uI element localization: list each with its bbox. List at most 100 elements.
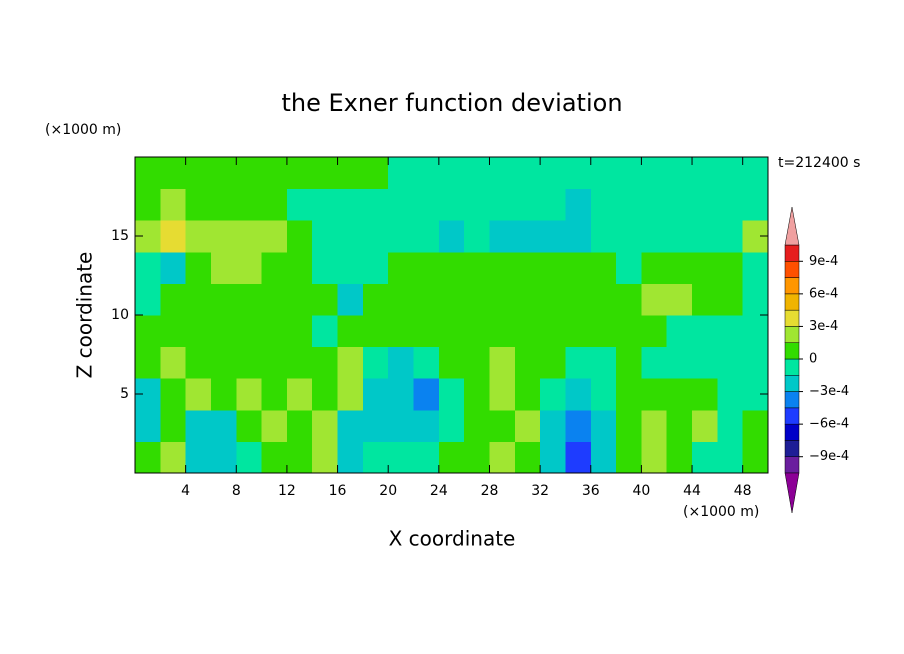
field-cell	[337, 378, 364, 411]
field-cell	[261, 251, 288, 284]
field-cell	[438, 251, 465, 284]
field-cell	[388, 409, 415, 442]
field-cell	[185, 315, 212, 348]
field-cell	[666, 188, 693, 221]
field-cell	[160, 220, 187, 253]
field-cell	[717, 251, 744, 284]
field-cell	[692, 346, 718, 379]
field-cell	[160, 251, 187, 284]
field-cell	[742, 157, 769, 190]
field-cell	[616, 220, 642, 253]
colorbar-band	[784, 423, 800, 441]
field-cell	[413, 441, 440, 474]
field-cell	[464, 251, 490, 284]
field-cell	[514, 188, 541, 221]
colorbar-band	[784, 277, 800, 295]
field-cell	[388, 283, 415, 316]
field-cell	[210, 315, 237, 348]
field-cell	[540, 283, 566, 316]
field-cell	[692, 283, 718, 316]
field-cell	[666, 220, 693, 253]
field-cell	[717, 378, 744, 411]
field-cell	[565, 378, 592, 411]
field-cell	[236, 283, 263, 316]
chart-title: the Exner function deviation	[281, 89, 622, 117]
field-cell	[312, 283, 339, 316]
field-cell	[236, 346, 263, 379]
field-cell	[210, 188, 237, 221]
field-cell	[692, 251, 718, 284]
field-cell	[590, 251, 617, 284]
field-cell	[464, 409, 490, 442]
field-cell	[616, 378, 642, 411]
x-tick-label: 40	[632, 483, 650, 499]
field-cell	[413, 157, 440, 190]
x-tick-label: 28	[481, 483, 499, 499]
colorbar-band	[784, 407, 800, 425]
field-cell	[438, 441, 465, 474]
field-cell	[742, 346, 769, 379]
field-cell	[160, 346, 187, 379]
field-cell	[590, 346, 617, 379]
field-cell	[261, 346, 288, 379]
field-cell	[717, 441, 744, 474]
field-cell	[641, 409, 668, 442]
field-cell	[438, 220, 465, 253]
field-cell	[641, 220, 668, 253]
field-cell	[540, 315, 566, 348]
field-cell	[135, 441, 161, 474]
colorbar-extend-low	[784, 472, 800, 514]
field-cell	[388, 346, 415, 379]
field-cell	[337, 188, 364, 221]
field-cell	[641, 283, 668, 316]
field-cell	[438, 188, 465, 221]
x-tick-label: 48	[734, 483, 752, 499]
field-cell	[616, 441, 642, 474]
colorbar-tick-label: −3e-4	[809, 384, 849, 399]
field-cell	[312, 378, 339, 411]
field-cell	[565, 346, 592, 379]
field-cell	[464, 378, 490, 411]
field-cell	[337, 157, 364, 190]
field-cell	[388, 378, 415, 411]
field-cell	[135, 251, 161, 284]
field-cell	[666, 283, 693, 316]
field-cell	[286, 315, 313, 348]
field-cell	[565, 188, 592, 221]
field-cell	[185, 409, 212, 442]
field-cell	[464, 441, 490, 474]
x-tick-label: 32	[531, 483, 549, 499]
field-cell	[337, 409, 364, 442]
field-cell	[438, 315, 465, 348]
field-cell	[286, 188, 313, 221]
field-cell	[286, 346, 313, 379]
field-cell	[160, 441, 187, 474]
colorbar-band	[784, 244, 800, 262]
colorbar-band	[784, 342, 800, 360]
field-cell	[438, 346, 465, 379]
field-cell	[337, 315, 364, 348]
field-cell	[261, 188, 288, 221]
field-cell	[413, 283, 440, 316]
field-cell	[540, 188, 566, 221]
x-tick-label: 20	[379, 483, 397, 499]
field-cell	[362, 157, 389, 190]
field-cell	[337, 283, 364, 316]
field-cell	[717, 315, 744, 348]
colorbar-tick-label: 3e-4	[809, 319, 838, 334]
field-cell	[464, 283, 490, 316]
field-cell	[514, 251, 541, 284]
field-cell	[312, 346, 339, 379]
field-cell	[489, 378, 516, 411]
field-cell	[489, 315, 516, 348]
y-tick-label: 5	[120, 386, 129, 402]
field-cell	[616, 315, 642, 348]
field-cell	[438, 283, 465, 316]
field-cell	[388, 315, 415, 348]
field-cell	[666, 315, 693, 348]
field-cell	[261, 315, 288, 348]
field-cell	[236, 220, 263, 253]
field-cell	[286, 251, 313, 284]
field-cell	[692, 220, 718, 253]
